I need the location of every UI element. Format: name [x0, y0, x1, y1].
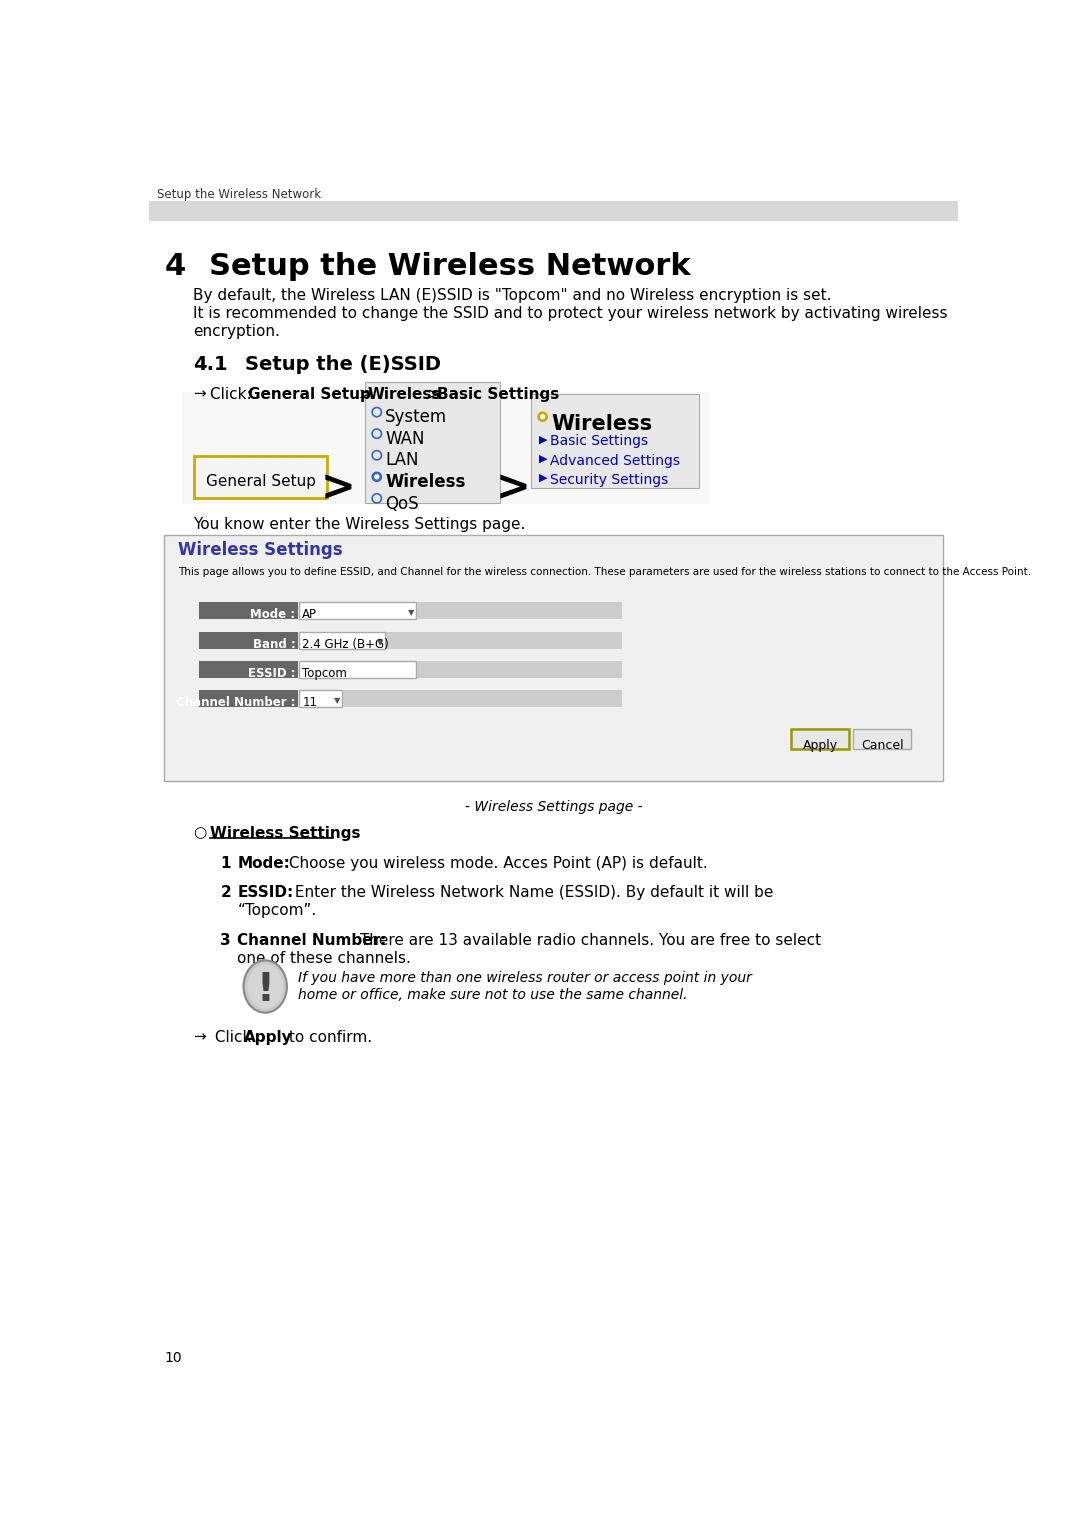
Text: 4: 4: [164, 252, 186, 281]
Text: >: >: [496, 468, 530, 510]
Text: ▼: ▼: [334, 697, 340, 705]
FancyBboxPatch shape: [299, 631, 384, 648]
Text: >: >: [321, 468, 355, 510]
Text: >: >: [353, 387, 376, 402]
Text: Setup the Wireless Network: Setup the Wireless Network: [208, 252, 690, 281]
Text: Wireless: Wireless: [386, 473, 465, 491]
FancyBboxPatch shape: [343, 691, 622, 708]
Text: Cancel: Cancel: [861, 738, 903, 752]
Text: →: →: [193, 387, 206, 402]
FancyBboxPatch shape: [299, 602, 416, 619]
Ellipse shape: [247, 964, 283, 1008]
Text: WAN: WAN: [386, 430, 424, 448]
Text: General Setup: General Setup: [248, 387, 372, 402]
Text: 11: 11: [302, 697, 318, 709]
Text: “Topcom”.: “Topcom”.: [238, 904, 316, 918]
Circle shape: [373, 473, 381, 482]
Text: Wireless: Wireless: [551, 413, 652, 434]
FancyBboxPatch shape: [199, 631, 298, 648]
Text: 2.4 GHz (B+G): 2.4 GHz (B+G): [302, 637, 389, 651]
Text: Channel Number:: Channel Number:: [238, 933, 387, 947]
FancyBboxPatch shape: [164, 534, 943, 781]
Text: >: >: [423, 387, 446, 402]
Text: ▼: ▼: [407, 608, 414, 617]
Text: Setup the Wireless Network: Setup the Wireless Network: [157, 189, 321, 201]
Text: 2: 2: [220, 884, 231, 900]
Text: Mode:: Mode:: [238, 855, 291, 870]
FancyBboxPatch shape: [199, 602, 298, 619]
FancyBboxPatch shape: [299, 691, 342, 708]
Text: Mode :: Mode :: [251, 608, 296, 622]
Text: Click: Click: [211, 1030, 256, 1045]
Circle shape: [538, 411, 548, 422]
Text: General Setup: General Setup: [205, 474, 315, 488]
FancyBboxPatch shape: [199, 691, 298, 708]
Text: Basic Settings: Basic Settings: [550, 434, 648, 448]
Text: ○: ○: [193, 826, 206, 841]
Text: ▶: ▶: [539, 434, 548, 445]
Text: Enter the Wireless Network Name (ESSID). By default it will be: Enter the Wireless Network Name (ESSID).…: [291, 884, 773, 900]
Text: ESSID:: ESSID:: [238, 884, 294, 900]
Text: Apply: Apply: [802, 738, 838, 752]
Text: There are 13 available radio channels. You are free to select: There are 13 available radio channels. Y…: [355, 933, 821, 947]
Ellipse shape: [243, 961, 287, 1013]
Text: ESSID :: ESSID :: [247, 668, 296, 680]
Text: Wireless: Wireless: [367, 387, 441, 402]
Text: !: !: [256, 972, 274, 1008]
Text: ▶: ▶: [539, 454, 548, 464]
Text: AP: AP: [302, 608, 318, 622]
FancyBboxPatch shape: [149, 201, 958, 221]
Text: encryption.: encryption.: [193, 324, 280, 339]
Text: Choose you wireless mode. Acces Point (AP) is default.: Choose you wireless mode. Acces Point (A…: [284, 855, 707, 870]
Text: Setup the (E)SSID: Setup the (E)SSID: [245, 355, 441, 375]
Text: Click:: Click:: [211, 387, 257, 402]
Text: Security Settings: Security Settings: [550, 473, 667, 487]
Text: It is recommended to change the SSID and to protect your wireless network by act: It is recommended to change the SSID and…: [193, 305, 947, 321]
Text: This page allows you to define ESSID, and Channel for the wireless connection. T: This page allows you to define ESSID, an…: [177, 566, 1030, 577]
Text: Basic Settings: Basic Settings: [437, 387, 559, 402]
Text: Band :: Band :: [253, 637, 296, 651]
Text: home or office, make sure not to use the same channel.: home or office, make sure not to use the…: [298, 989, 687, 1002]
Text: ▼: ▼: [377, 637, 383, 646]
Text: Advanced Settings: Advanced Settings: [550, 454, 679, 468]
FancyBboxPatch shape: [853, 729, 910, 749]
Circle shape: [375, 474, 379, 479]
FancyBboxPatch shape: [417, 602, 622, 619]
Text: 3: 3: [220, 933, 231, 947]
Text: By default, the Wireless LAN (E)SSID is "Topcom" and no Wireless encryption is s: By default, the Wireless LAN (E)SSID is …: [193, 289, 832, 302]
Text: System: System: [386, 408, 447, 427]
FancyBboxPatch shape: [365, 382, 500, 503]
FancyBboxPatch shape: [387, 631, 622, 648]
Circle shape: [541, 414, 544, 419]
Text: You know enter the Wireless Settings page.: You know enter the Wireless Settings pag…: [193, 517, 526, 531]
Text: →: →: [193, 1030, 206, 1045]
Text: Channel Number :: Channel Number :: [176, 697, 296, 709]
Text: ▶: ▶: [539, 473, 548, 484]
FancyBboxPatch shape: [199, 662, 298, 678]
Text: If you have more than one wireless router or access point in your: If you have more than one wireless route…: [298, 972, 752, 985]
Text: 10: 10: [164, 1351, 183, 1365]
FancyBboxPatch shape: [417, 662, 622, 678]
Text: 1: 1: [220, 855, 231, 870]
FancyBboxPatch shape: [531, 393, 699, 488]
Text: one of these channels.: one of these channels.: [238, 952, 411, 966]
FancyBboxPatch shape: [792, 729, 849, 749]
FancyBboxPatch shape: [299, 662, 416, 678]
Text: Apply: Apply: [243, 1030, 292, 1045]
Text: QoS: QoS: [386, 494, 419, 513]
Text: Wireless Settings: Wireless Settings: [211, 826, 361, 841]
Text: LAN: LAN: [386, 451, 419, 470]
FancyBboxPatch shape: [194, 456, 327, 497]
Text: 4.1: 4.1: [193, 355, 228, 375]
Text: Wireless Settings: Wireless Settings: [177, 540, 342, 559]
Text: Topcom: Topcom: [302, 668, 348, 680]
Text: to confirm.: to confirm.: [284, 1030, 372, 1045]
FancyBboxPatch shape: [181, 391, 708, 503]
Text: - Wireless Settings page -: - Wireless Settings page -: [464, 800, 643, 814]
